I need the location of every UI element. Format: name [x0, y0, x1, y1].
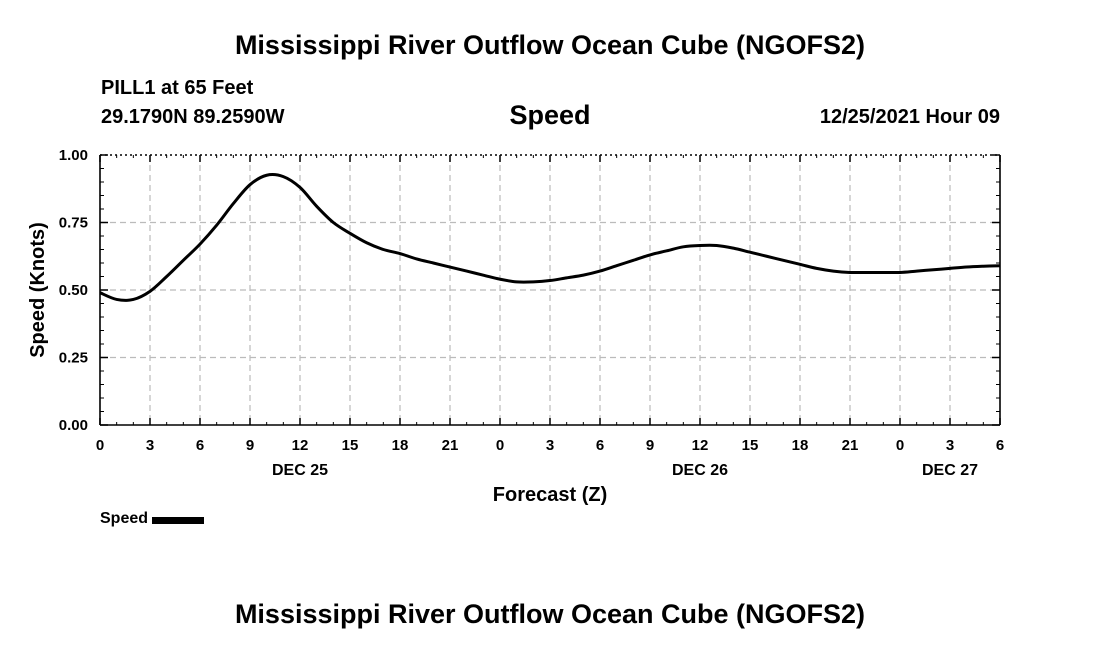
x-tick-label: 15 — [742, 437, 759, 454]
y-axis-title: Speed (Knots) — [27, 222, 49, 358]
date-label: DEC 25 — [272, 462, 328, 479]
x-tick-label: 3 — [946, 437, 954, 454]
legend-swatch — [152, 516, 205, 524]
chart-title: Mississippi River Outflow Ocean Cube (NG… — [234, 30, 866, 60]
x-tick-label: 6 — [596, 437, 604, 454]
x-tick-label: 18 — [792, 437, 809, 454]
y-tick-label: 0.25 — [59, 350, 88, 367]
footer-title: Mississippi River Outflow Ocean Cube (NG… — [234, 599, 866, 629]
x-tick-label: 6 — [996, 437, 1004, 454]
x-tick-label: 12 — [292, 437, 309, 454]
x-tick-label: 15 — [342, 437, 359, 454]
forecast-datetime-label: 12/25/2021 Hour 09 — [819, 106, 1000, 128]
x-tick-label: 9 — [646, 437, 654, 454]
coordinates-label: 29.1790N 89.2590W — [101, 106, 285, 128]
x-tick-label: 21 — [842, 437, 859, 454]
legend: Speed — [100, 510, 205, 528]
x-tick-label: 3 — [546, 437, 554, 454]
y-tick-label: 0.00 — [59, 417, 88, 434]
y-tick-label: 1.00 — [59, 147, 88, 164]
grid-lines — [100, 155, 1000, 425]
x-tick-label: 21 — [442, 437, 459, 454]
x-tick-label: 3 — [146, 437, 154, 454]
x-tick-label: 12 — [692, 437, 709, 454]
series-layer — [99, 173, 1001, 302]
date-label: DEC 27 — [922, 462, 978, 479]
x-tick-label: 0 — [496, 437, 504, 454]
x-tick-label: 0 — [896, 437, 904, 454]
x-axis-title: Forecast (Z) — [493, 484, 607, 506]
station-label: PILL1 at 65 Feet — [101, 77, 254, 99]
date-label: DEC 26 — [672, 462, 728, 479]
x-tick-label: 18 — [392, 437, 409, 454]
variable-label: Speed — [509, 100, 591, 130]
y-tick-label: 0.75 — [59, 215, 88, 232]
axes — [99, 154, 1001, 426]
series-line-speed — [99, 173, 1001, 302]
x-tick-label: 6 — [196, 437, 204, 454]
y-tick-label: 0.50 — [59, 282, 88, 299]
x-tick-label: 9 — [246, 437, 254, 454]
legend-label: Speed — [100, 510, 149, 527]
axis-labels: 0 3 6 9 12 15 18 21 0 3 6 9 12 15 18 21 0 3 6 0.00 0.25 0.50 0… — [27, 147, 1004, 506]
x-tick-label: 0 — [96, 437, 104, 454]
